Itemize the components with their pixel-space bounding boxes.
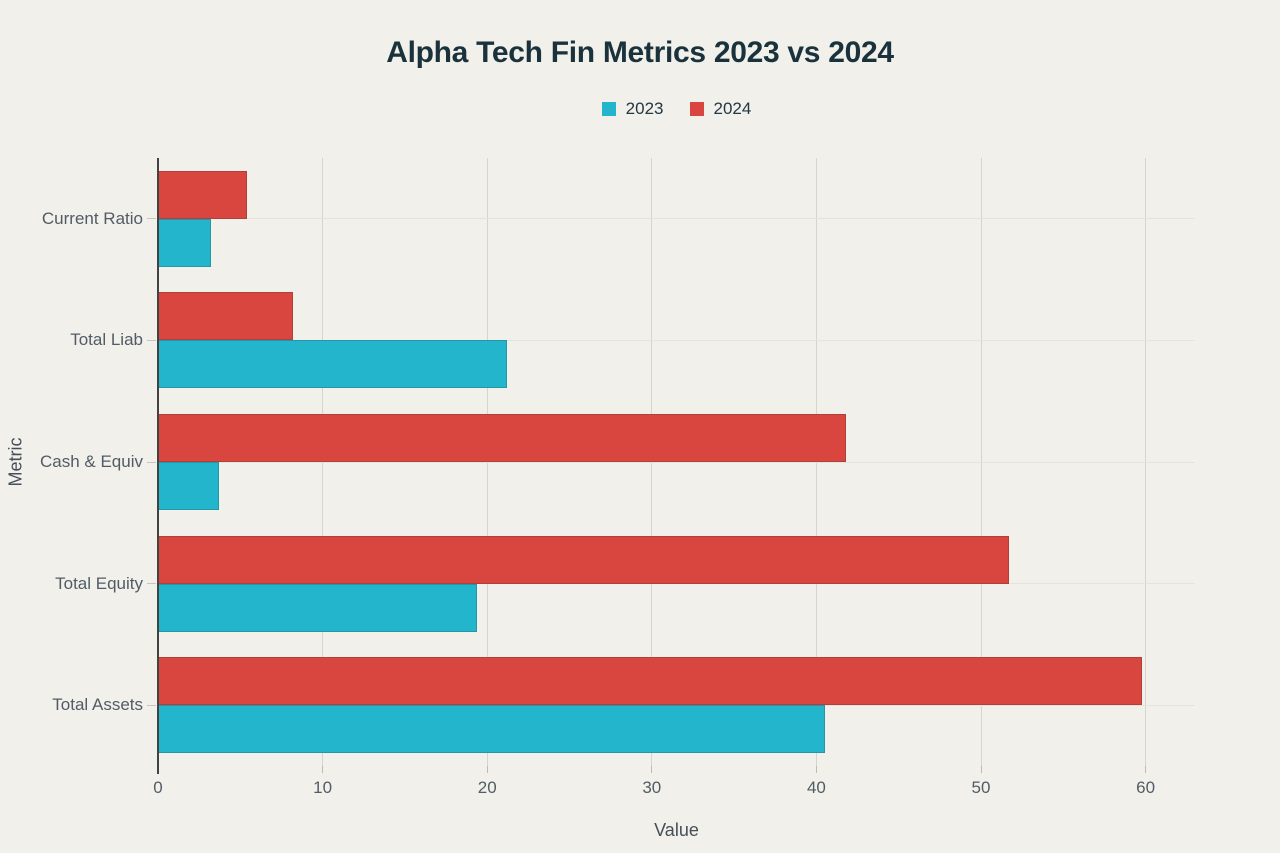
x-tick-label-30: 30 <box>642 778 662 797</box>
x-tick-60 <box>1145 766 1147 773</box>
x-tick-10 <box>322 766 324 773</box>
bar-2023-total-assets <box>158 705 825 754</box>
category-gridline-total-equity <box>158 583 1195 585</box>
bar-2023-cash-equiv <box>158 462 219 510</box>
legend-swatch-2024-icon <box>689 102 704 116</box>
plot-area: 0 10 20 30 40 50 60 Current Ratio Total Liab Cash… <box>40 158 1195 797</box>
x-tick-50 <box>980 766 982 773</box>
y-axis-line <box>157 158 159 774</box>
x-tick-20 <box>486 766 488 773</box>
legend-item-2023: 2023 <box>601 99 664 119</box>
x-tick-label-10: 10 <box>313 778 333 797</box>
category-gridline-cash-equiv <box>158 461 1195 463</box>
bar-2024-current-ratio <box>158 170 247 219</box>
category-label-total-assets: Total Assets <box>52 695 143 715</box>
category-label-cash-equiv: Cash & Equiv <box>40 452 143 471</box>
bar-2024-cash-equiv <box>158 414 847 462</box>
y-tick-total-liab <box>147 339 156 341</box>
x-tick-label-40: 40 <box>806 778 826 797</box>
x-tick-label-60: 60 <box>1136 778 1156 797</box>
bar-2023-total-liab <box>158 340 507 389</box>
bar-2024-total-equity <box>158 535 1009 584</box>
bar-2023-total-equity <box>158 583 478 632</box>
category-label-total-equity: Total Equity <box>55 573 143 593</box>
y-tick-cash-equiv <box>147 461 156 463</box>
legend-label-2024: 2024 <box>713 99 752 118</box>
x-tick-label-0: 0 <box>153 778 163 797</box>
legend-label-2023: 2023 <box>625 99 664 118</box>
x-tick-label-20: 20 <box>477 778 497 797</box>
x-axis-title: Value <box>654 820 699 840</box>
chart-title: Alpha Tech Fin Metrics 2023 vs 2024 <box>386 36 894 69</box>
bar-2024-total-liab <box>158 292 293 341</box>
bar-2024-total-assets <box>158 657 1143 706</box>
category-label-total-liab: Total Liab <box>70 330 143 350</box>
y-tick-current-ratio <box>147 218 156 220</box>
x-tick-label-50: 50 <box>971 778 991 797</box>
x-tick-40 <box>815 766 817 773</box>
category-gridline-total-liab <box>158 339 1195 341</box>
legend-swatch-2023-icon <box>601 102 616 116</box>
legend: 2023 2024 <box>158 99 1195 119</box>
y-axis-title: Metric <box>5 437 26 487</box>
legend-item-2024: 2024 <box>689 99 752 119</box>
y-tick-total-assets <box>147 704 156 706</box>
category-gridline-current-ratio <box>158 218 1195 220</box>
x-tick-30 <box>651 766 653 773</box>
category-label-current-ratio: Current Ratio <box>41 208 143 228</box>
y-tick-total-equity <box>147 583 156 585</box>
bar-2023-current-ratio <box>158 218 211 267</box>
